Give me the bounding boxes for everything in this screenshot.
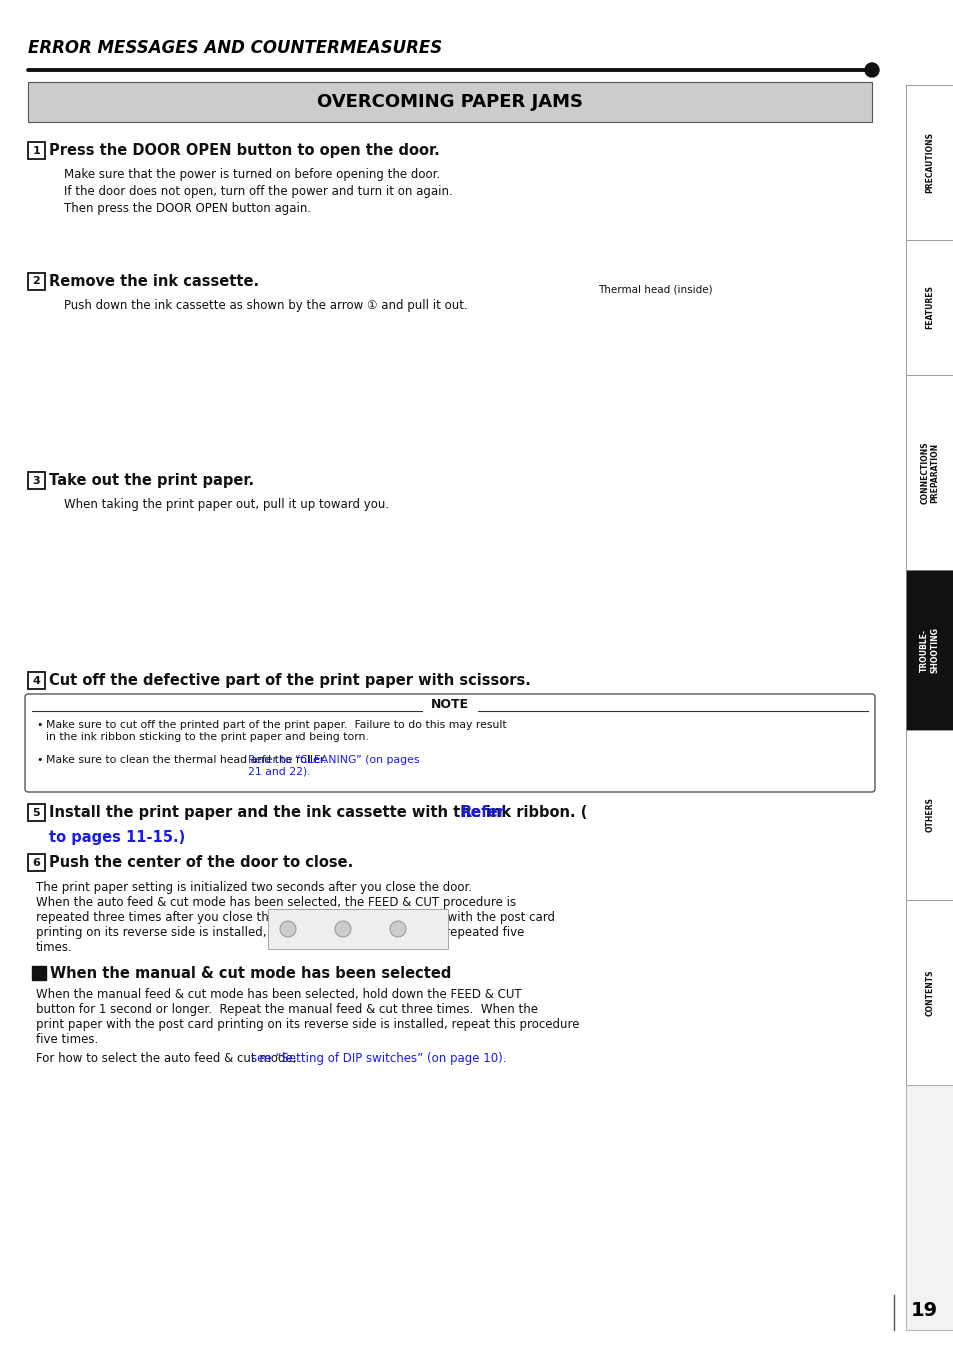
Text: 2: 2 xyxy=(32,277,40,286)
Text: Then press the DOOR OPEN button again.: Then press the DOOR OPEN button again. xyxy=(64,203,311,215)
Text: five times.: five times. xyxy=(36,1034,98,1046)
Bar xyxy=(430,465,874,611)
Text: Make sure that the power is turned on before opening the door.: Make sure that the power is turned on be… xyxy=(64,168,439,181)
Bar xyxy=(28,273,45,290)
Text: Refer: Refer xyxy=(460,805,505,820)
Text: PRECAUTIONS: PRECAUTIONS xyxy=(924,132,934,193)
Text: Push the center of the door to close.: Push the center of the door to close. xyxy=(49,855,353,870)
Bar xyxy=(28,142,45,159)
Text: For how to select the auto feed & cut mode,: For how to select the auto feed & cut mo… xyxy=(36,1052,300,1065)
Bar xyxy=(905,85,953,1329)
Bar xyxy=(455,105,869,290)
FancyBboxPatch shape xyxy=(25,694,874,792)
Circle shape xyxy=(280,921,295,938)
Text: If the door does not open, turn off the power and turn it on again.: If the door does not open, turn off the … xyxy=(64,185,453,199)
Text: see “Setting of DIP switches” (on page 10).: see “Setting of DIP switches” (on page 1… xyxy=(251,1052,506,1065)
Text: When the auto feed & cut mode has been selected, the FEED & CUT procedure is: When the auto feed & cut mode has been s… xyxy=(36,896,516,909)
Bar xyxy=(905,85,953,240)
Bar xyxy=(28,671,45,689)
Bar xyxy=(430,761,874,855)
Text: NOTE: NOTE xyxy=(431,697,469,711)
Text: When the manual feed & cut mode has been selected, hold down the FEED & CUT: When the manual feed & cut mode has been… xyxy=(36,988,521,1001)
Circle shape xyxy=(390,921,406,938)
Text: •: • xyxy=(36,755,43,765)
Text: Remove the ink cassette.: Remove the ink cassette. xyxy=(49,274,259,289)
Circle shape xyxy=(335,921,351,938)
Text: Press the DOOR OPEN button to open the door.: Press the DOOR OPEN button to open the d… xyxy=(49,143,439,158)
Bar xyxy=(905,376,953,570)
Bar xyxy=(268,909,448,948)
Text: Install the print paper and the ink cassette with the ink ribbon. (: Install the print paper and the ink cass… xyxy=(49,805,587,820)
Bar xyxy=(28,471,45,489)
Text: ERROR MESSAGES AND COUNTERMEASURES: ERROR MESSAGES AND COUNTERMEASURES xyxy=(28,39,442,57)
Text: Push down the ink cassette as shown by the arrow ① and pull it out.: Push down the ink cassette as shown by t… xyxy=(64,299,467,312)
Bar xyxy=(905,240,953,376)
Bar xyxy=(905,900,953,1085)
Text: OTHERS: OTHERS xyxy=(924,797,934,832)
Text: Take out the print paper.: Take out the print paper. xyxy=(49,473,253,488)
Text: TROUBLE-
SHOOTING: TROUBLE- SHOOTING xyxy=(920,627,939,673)
Text: •: • xyxy=(36,720,43,730)
Text: 4: 4 xyxy=(32,676,40,685)
Text: print paper with the post card printing on its reverse side is installed, repeat: print paper with the post card printing … xyxy=(36,1019,578,1031)
Bar xyxy=(28,804,45,821)
Bar xyxy=(905,730,953,900)
Text: times.: times. xyxy=(36,942,72,954)
Text: printing on its reverse side is installed, the FEED & CUT procedure is repeated : printing on its reverse side is installe… xyxy=(36,925,524,939)
Text: The print paper setting is initialized two seconds after you close the door.: The print paper setting is initialized t… xyxy=(36,881,472,894)
Text: 1: 1 xyxy=(32,146,40,155)
Text: 6: 6 xyxy=(32,858,40,867)
Bar xyxy=(905,570,953,730)
Text: When taking the print paper out, pull it up toward you.: When taking the print paper out, pull it… xyxy=(64,499,389,511)
Text: CONNECTIONS
PREPARATION: CONNECTIONS PREPARATION xyxy=(920,442,939,504)
Text: Thermal head (inside): Thermal head (inside) xyxy=(598,285,712,295)
Text: 3: 3 xyxy=(32,476,40,485)
Text: repeated three times after you close the door.  When the print paper with the po: repeated three times after you close the… xyxy=(36,911,555,924)
Bar xyxy=(430,285,879,476)
Text: FEATURES: FEATURES xyxy=(924,285,934,330)
Text: button for 1 second or longer.  Repeat the manual feed & cut three times.  When : button for 1 second or longer. Repeat th… xyxy=(36,1002,537,1016)
Text: When the manual & cut mode has been selected: When the manual & cut mode has been sele… xyxy=(50,966,451,981)
Text: Refer to “CLEANING” (on pages
21 and 22).: Refer to “CLEANING” (on pages 21 and 22)… xyxy=(248,755,419,777)
Text: OVERCOMING PAPER JAMS: OVERCOMING PAPER JAMS xyxy=(316,93,582,111)
Bar xyxy=(430,600,874,775)
Circle shape xyxy=(864,63,878,77)
Text: CONTENTS: CONTENTS xyxy=(924,969,934,1016)
Bar xyxy=(32,966,46,979)
Text: Make sure to clean the thermal head and the roller.: Make sure to clean the thermal head and … xyxy=(46,755,330,765)
Text: 5: 5 xyxy=(32,808,40,817)
Bar xyxy=(28,854,45,871)
Text: to pages 11-15.): to pages 11-15.) xyxy=(49,830,185,844)
Bar xyxy=(28,82,871,122)
Text: Cut off the defective part of the print paper with scissors.: Cut off the defective part of the print … xyxy=(49,673,530,688)
Text: Make sure to cut off the printed part of the print paper.  Failure to do this ma: Make sure to cut off the printed part of… xyxy=(46,720,506,742)
Text: 19: 19 xyxy=(909,1301,937,1320)
